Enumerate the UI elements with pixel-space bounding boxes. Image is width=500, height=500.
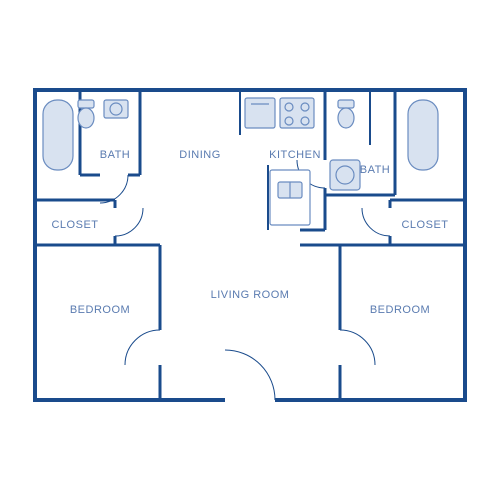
label-bed-left: BEDROOM: [70, 304, 130, 316]
floor-plan-svg: [0, 0, 500, 500]
label-living: LIVING ROOM: [211, 289, 290, 301]
sink-left-icon: [104, 100, 128, 118]
floor-plan-canvas: BATH DINING KITCHEN BATH CLOSET CLOSET L…: [0, 0, 500, 500]
fridge-icon: [245, 98, 275, 128]
sink-right-icon: [330, 160, 360, 190]
label-bed-right: BEDROOM: [370, 304, 430, 316]
bathtub-left-icon: [43, 100, 73, 170]
label-kitchen: KITCHEN: [269, 149, 321, 161]
bathtub-right-icon: [408, 100, 438, 170]
interior-walls: [35, 90, 465, 400]
kitchen-counter-icon: [270, 170, 310, 225]
stove-icon: [280, 98, 314, 128]
label-bath-right: BATH: [360, 164, 391, 176]
label-dining: DINING: [179, 149, 221, 161]
toilet-left-icon: [78, 100, 94, 128]
label-closet-right: CLOSET: [401, 219, 448, 231]
toilet-right-icon: [338, 100, 354, 128]
label-bath-left: BATH: [100, 149, 131, 161]
label-closet-left: CLOSET: [51, 219, 98, 231]
